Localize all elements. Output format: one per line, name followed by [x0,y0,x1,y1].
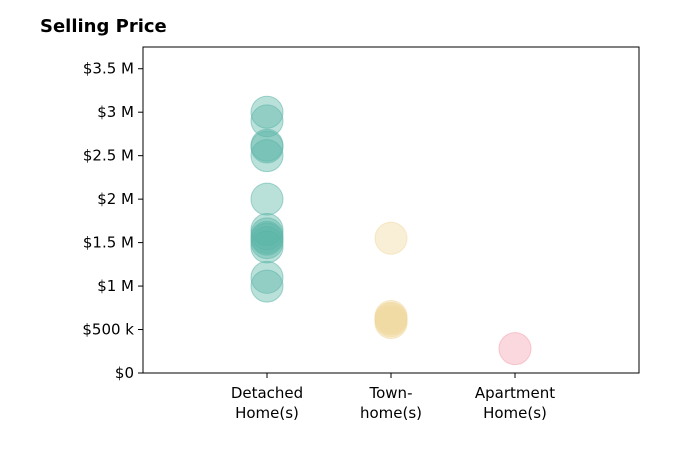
data-point [250,260,284,294]
y-axis: $0 $500 k $1 M $1.5 M $2 M $2.5 M $3 M $3.5 M [82,60,143,382]
y-tick-label: $2.5 M [83,147,134,165]
data-point [250,130,284,164]
data-point [250,104,284,138]
data-point [250,269,284,303]
data-point [250,230,284,264]
x-tick-label-line: Apartment [475,384,555,402]
y-tick-label: $1.5 M [83,234,134,252]
x-tick-label: Apartment Home(s) [475,384,555,422]
x-tick-label-line: Home(s) [483,404,547,422]
data-point [250,139,284,173]
x-tick-label-line: Town- [369,384,413,402]
data-point [250,226,284,260]
data-point [250,213,284,247]
data-point [374,306,408,340]
x-tick-label: Town-home(s) [360,384,422,422]
x-axis: Detached Home(s) Town-home(s) Apartment Home… [231,373,555,422]
data-point [498,332,532,366]
points-layer [250,95,532,366]
y-tick-label: $3.5 M [83,60,134,78]
x-tick-label-line: Home(s) [235,404,299,422]
data-point [250,95,284,129]
y-tick-label: $0 [115,364,134,382]
data-point [250,182,284,216]
data-point [374,221,408,255]
y-tick-label: $500 k [82,321,134,339]
y-tick-label: $2 M [97,190,134,208]
y-tick-label: $1 M [97,277,134,295]
chart-title: Selling Price [40,16,167,37]
x-tick-label: Detached Home(s) [231,384,303,422]
y-tick-label: $3 M [97,103,134,121]
x-tick-label-line: home(s) [360,404,422,422]
x-tick-label-line: Detached [231,384,303,402]
